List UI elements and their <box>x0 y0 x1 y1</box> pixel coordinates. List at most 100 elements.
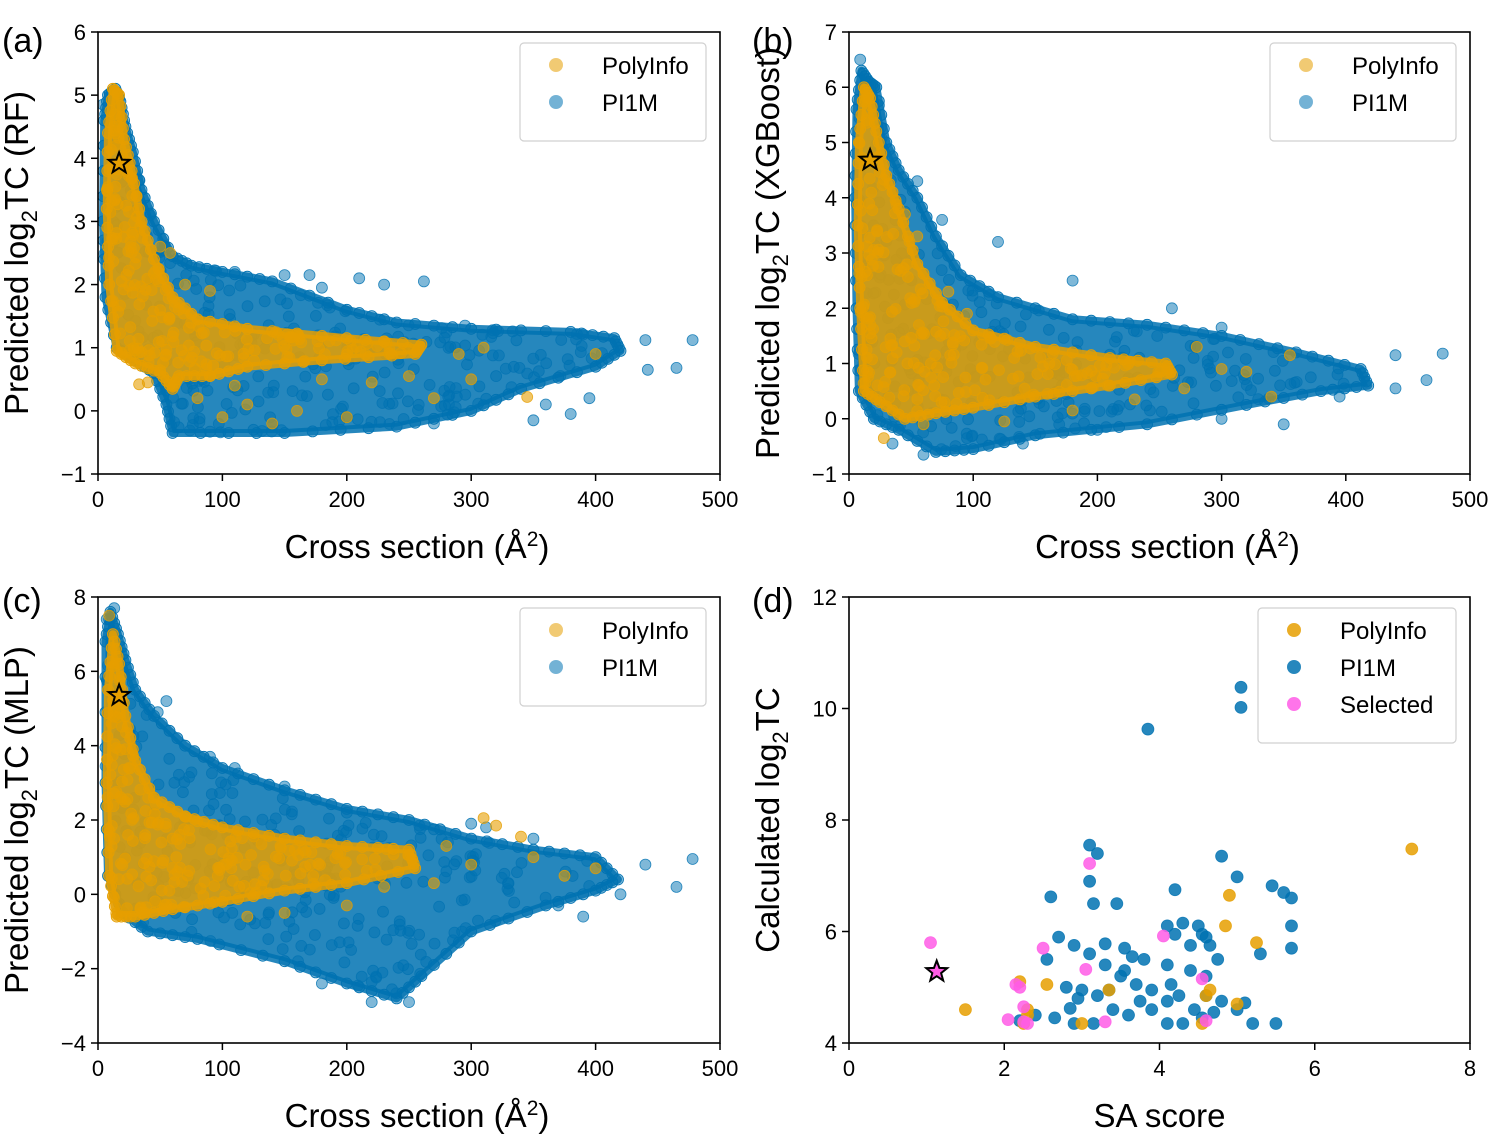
scatter-point <box>477 812 490 824</box>
scatter-point <box>278 884 291 897</box>
scatter-point <box>401 395 414 408</box>
scatter-point <box>527 352 540 365</box>
scatter-point <box>1069 422 1082 435</box>
scatter-point <box>278 427 291 439</box>
scatter-point <box>263 778 276 791</box>
x-tick-label: 300 <box>1203 487 1240 512</box>
scatter-point <box>853 281 866 294</box>
scatter-point <box>128 177 141 190</box>
scatter-point <box>114 671 127 683</box>
scatter-point <box>918 365 931 378</box>
scatter-point <box>176 786 189 799</box>
scatter-point <box>239 815 251 828</box>
scatter-point <box>335 402 348 415</box>
scatter-point <box>179 931 192 943</box>
scatter-point <box>400 876 413 889</box>
scatter-point <box>365 985 378 997</box>
y-tick-label: 7 <box>825 20 837 45</box>
scatter-point <box>911 393 924 406</box>
scatter-point <box>107 890 119 903</box>
series-selected <box>924 857 1213 1030</box>
scatter-point <box>502 912 515 925</box>
scatter-point <box>303 289 316 302</box>
scatter-point <box>1145 356 1158 369</box>
scatter-point <box>362 351 375 364</box>
scatter-point <box>427 959 440 971</box>
scatter-point <box>1207 350 1219 363</box>
scatter-point <box>392 387 404 400</box>
scatter-point <box>1044 890 1058 904</box>
scatter-point <box>435 400 448 413</box>
scatter-point <box>427 417 440 430</box>
scatter-point <box>102 259 115 272</box>
scatter-point <box>191 933 204 945</box>
scatter-point <box>122 205 135 218</box>
scatter-point <box>1010 296 1023 309</box>
scatter-point <box>586 329 599 342</box>
scatter-point <box>589 360 602 373</box>
scatter-point <box>937 371 949 384</box>
scatter-point <box>1215 994 1228 1008</box>
scatter-point <box>886 437 899 450</box>
scatter-point <box>149 895 162 908</box>
scatter-point <box>1137 953 1151 966</box>
scatter-point <box>1098 937 1112 951</box>
scatter-point <box>440 840 453 852</box>
scatter-point <box>266 417 279 430</box>
scatter-point <box>126 226 139 239</box>
scatter-point <box>496 838 509 851</box>
scatter-point <box>309 881 322 893</box>
scatter-point <box>422 849 435 862</box>
scatter-point <box>378 881 391 893</box>
scatter-point <box>1083 857 1096 870</box>
x-tick-label: 0 <box>843 1056 855 1081</box>
scatter-point <box>948 259 961 272</box>
scatter-point <box>449 828 462 840</box>
scatter-point <box>351 919 364 932</box>
scatter-point <box>294 882 307 895</box>
scatter-point <box>179 739 192 752</box>
scatter-point <box>428 937 441 950</box>
scatter-point <box>1151 330 1164 342</box>
y-tick-label: 8 <box>825 808 837 833</box>
scatter-point <box>409 318 422 330</box>
x-tick-label: 6 <box>1309 1056 1321 1081</box>
scatter-point <box>925 220 938 233</box>
scatter-point <box>452 936 465 949</box>
scatter-point <box>924 936 937 949</box>
y-axis-label: Predicted log2TC (RF) <box>0 91 42 415</box>
scatter-point <box>979 373 992 386</box>
scatter-point <box>1066 313 1079 326</box>
scatter-point <box>235 944 248 956</box>
star-marker <box>856 146 884 172</box>
scatter-point <box>1067 939 1081 952</box>
scatter-point <box>156 857 169 869</box>
scatter-point <box>929 390 942 403</box>
scatter-point <box>1001 1013 1015 1026</box>
scatter-point <box>597 330 610 343</box>
scatter-point <box>942 285 955 298</box>
scatter-point <box>143 816 156 829</box>
scatter-point <box>103 116 116 128</box>
scatter-point <box>930 445 942 458</box>
scatter-point <box>1215 849 1228 863</box>
scatter-point <box>1040 978 1054 991</box>
x-axis-label: Cross section (Å2) <box>1035 528 1300 565</box>
scatter-point <box>1239 353 1252 365</box>
scatter-point <box>1190 340 1203 353</box>
x-tick-label: 100 <box>955 487 992 512</box>
scatter-point <box>945 421 958 434</box>
scatter-point <box>901 258 913 271</box>
scatter-point <box>160 695 173 707</box>
scatter-point <box>455 894 468 907</box>
scatter-point <box>589 862 602 875</box>
scatter-point <box>1178 382 1191 395</box>
scatter-point <box>1420 374 1433 387</box>
scatter-point <box>982 398 995 411</box>
scatter-point <box>577 888 590 901</box>
scatter-point <box>166 929 179 942</box>
scatter-point <box>1051 411 1064 424</box>
scatter-point <box>321 388 334 401</box>
scatter-point <box>234 918 247 931</box>
scatter-point <box>1350 381 1363 393</box>
